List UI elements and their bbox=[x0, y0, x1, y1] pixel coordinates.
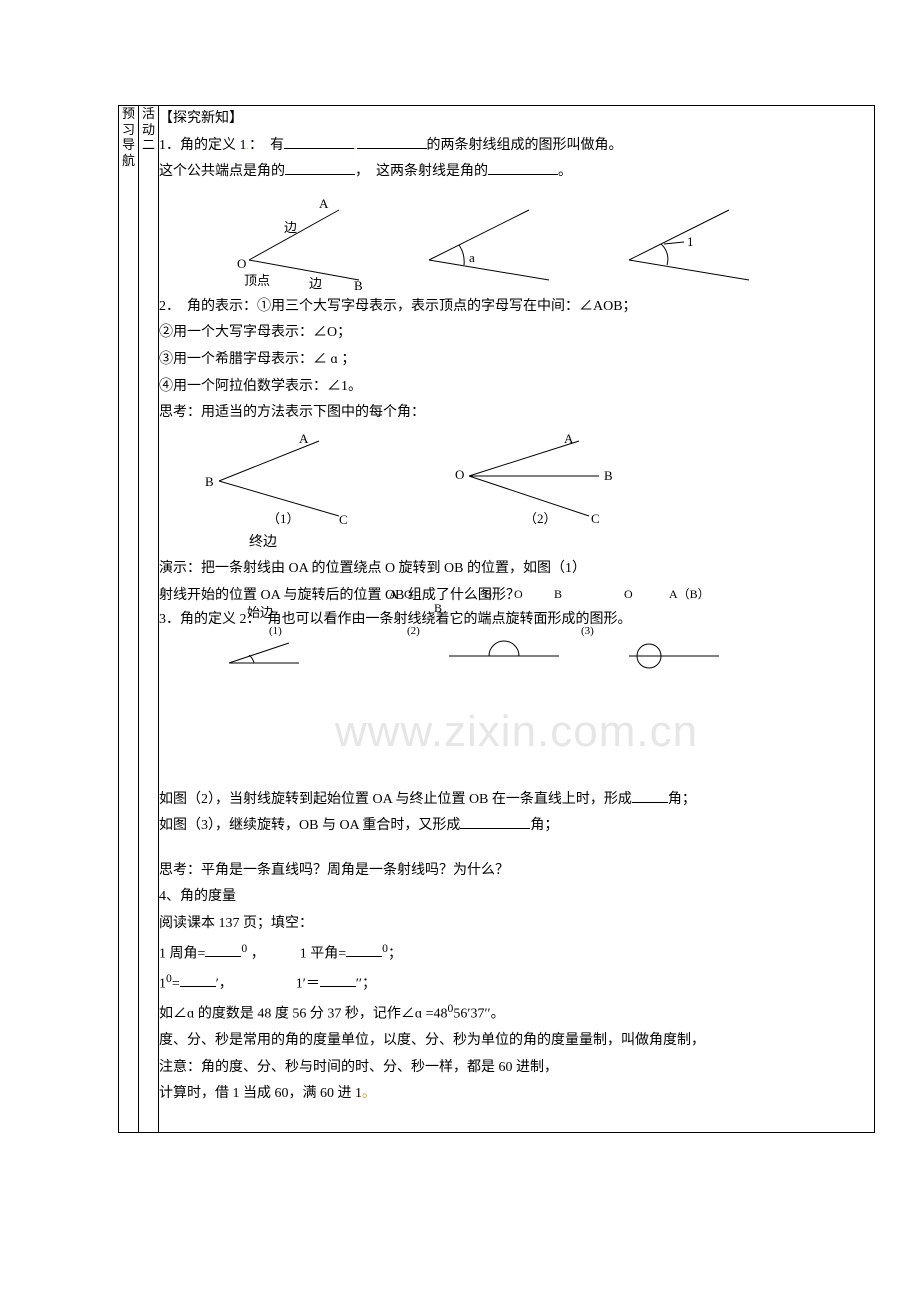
fig3a: 如图（3），继续旋转，OB 与 OA 重合时，又形成 bbox=[159, 818, 460, 833]
svg-text:B: B bbox=[205, 474, 214, 489]
min4: ′′； bbox=[356, 976, 376, 991]
min2: = bbox=[172, 976, 180, 991]
rep-2: ②用一个大写字母表示：∠O； bbox=[159, 320, 874, 347]
sidebar-col2: 活动二 bbox=[139, 106, 159, 1133]
svg-text:1: 1 bbox=[687, 234, 694, 249]
rep-4: ④用一个阿拉伯数学表示：∠1。 bbox=[159, 374, 874, 401]
shexian: 射线开始的位置 OA 与旋转后的位置 OB 组成了什么图形？ bbox=[159, 588, 520, 603]
svg-text:B: B bbox=[354, 278, 363, 290]
fig2b: 角； bbox=[668, 792, 696, 807]
fig2a: 如图（2），当射线旋转到起始位置 OA 与终止位置 OB 在一条直线上时，形成 bbox=[159, 792, 632, 807]
zhongbian: 终边 bbox=[249, 530, 874, 557]
def1-line2: 这个公共端点是角的 ， 这两条射线是角的 。 bbox=[159, 159, 874, 186]
svg-text:A: A bbox=[564, 431, 574, 446]
note-line: 注意：角的度、分、秒与时间的时、分、秒一样，都是 60 进制， bbox=[159, 1055, 874, 1082]
angle-diagrams-2: A B C （1） A O B C （2） bbox=[189, 431, 709, 526]
blank bbox=[632, 789, 668, 803]
blank bbox=[320, 973, 356, 987]
zhou1: 1 周角= bbox=[159, 946, 205, 961]
blank bbox=[460, 815, 530, 829]
def1-c: 的两条射线组成的图形叫做角。 bbox=[427, 138, 623, 153]
content-cell: 【探究新知】 1．角的定义 1.： 有.的两条射线组成的图形叫做角。 这个公共端… bbox=[159, 106, 875, 1133]
svg-text:C: C bbox=[591, 511, 600, 526]
think2: 思考：平角是一条直线吗？周角是一条射线吗？为什么？ bbox=[159, 858, 874, 885]
zhou2: ， 1 平角= bbox=[247, 946, 346, 961]
svg-text:C: C bbox=[339, 512, 348, 526]
blank bbox=[346, 943, 382, 957]
blank bbox=[285, 161, 355, 175]
svg-text:O: O bbox=[237, 256, 246, 271]
svg-text:B: B bbox=[604, 468, 613, 483]
svg-text:A: A bbox=[299, 431, 309, 446]
svg-text:边: 边 bbox=[284, 220, 297, 235]
fig2-line: 如图（2），当射线旋转到起始位置 OA 与终止位置 OB 在一条直线上时，形成 角… bbox=[159, 787, 874, 814]
sidebar-col1-text: 预习导航 bbox=[122, 106, 135, 168]
svg-text:（2）: （2） bbox=[524, 511, 557, 526]
fig3-line: 如图（3），继续旋转，OB 与 OA 重合时，又形成 角； bbox=[159, 813, 874, 840]
def2: 3．角的定义 2： 角也可以看作由一条射线绕着它的端点旋转面形成的图形。 bbox=[159, 612, 632, 627]
calc-line: 计算时，借 1 当成 60，满 60 进 1。 bbox=[159, 1081, 874, 1108]
worksheet-table: 预习导航 活动二 【探究新知】 1．角的定义 1.： 有.的两条射线组成的图形叫… bbox=[118, 105, 875, 1133]
rotation-figs bbox=[159, 638, 759, 673]
zhou3: ； bbox=[388, 946, 402, 961]
shexian-row: 射线开始的位置 OA 与旋转后的位置 OB 组成了什么图形？ 始边 A O B … bbox=[159, 583, 874, 607]
sidebar-col2-text: 活动二 bbox=[142, 106, 155, 152]
sidebar-col1: 预习导航 bbox=[119, 106, 139, 1133]
blank bbox=[284, 135, 354, 149]
meas: 4、角的度量 bbox=[159, 884, 874, 911]
du-line: 度、分、秒是常用的角的度量单位，以度、分、秒为单位的角的度量量制，叫做角度制， bbox=[159, 1028, 874, 1055]
svg-text:（1）: （1） bbox=[267, 511, 300, 526]
def1-line: 1．角的定义 1.： 有.的两条射线组成的图形叫做角。 bbox=[159, 133, 874, 160]
blank bbox=[488, 161, 558, 175]
angle-diagrams-1: A 边 O 顶点 边 B a 1 bbox=[189, 190, 829, 290]
def1-2c: 。 bbox=[558, 164, 572, 179]
watermark-block: www.zixin.com.cn bbox=[159, 677, 874, 787]
svg-text:a: a bbox=[469, 250, 475, 265]
heading: 【探究新知】 bbox=[159, 106, 874, 133]
du-text: 度、分、秒是常用的角的度量单位，以度、分、秒为单位的角的度量量制，叫做角度制， bbox=[159, 1033, 705, 1048]
def2-row: 3．角的定义 2： 角也可以看作由一条射线绕着它的端点旋转面形成的图形。 (1)… bbox=[159, 607, 874, 634]
svg-text:O: O bbox=[455, 467, 464, 482]
read: 阅读课本 137 页；填空： bbox=[159, 911, 874, 938]
def1-a: 1．角的定义 1 bbox=[159, 138, 247, 153]
svg-text:顶点: 顶点 bbox=[244, 273, 270, 288]
blank bbox=[180, 973, 216, 987]
def1-b: ： 有 bbox=[249, 138, 284, 153]
fig3b: 角； bbox=[530, 818, 558, 833]
def1-2b: ， 这两条射线是角的 bbox=[355, 164, 488, 179]
svg-text:边: 边 bbox=[309, 276, 322, 290]
calc2: 。 bbox=[362, 1086, 376, 1101]
zhou-line: 1 周角=0 ， 1 平角=0； bbox=[159, 938, 874, 968]
ru1: 如∠ɑ 的度数是 48 度 56 分 37 秒，记作∠ɑ =48 bbox=[159, 1007, 448, 1022]
min-line: 10=′， 1′＝′′； bbox=[159, 968, 874, 998]
def1-2a: 这个公共端点是角的 bbox=[159, 164, 285, 179]
svg-text:A: A bbox=[319, 196, 329, 211]
demo-line: 演示：把一条射线由 OA 的位置绕点 O 旋转到 OB 的位置，如图（1） bbox=[159, 556, 874, 583]
min1: 1 bbox=[159, 976, 166, 991]
ru2: 56′37′′。 bbox=[453, 1007, 504, 1022]
blank bbox=[357, 135, 427, 149]
blank bbox=[205, 943, 241, 957]
min3: ′， 1′＝ bbox=[216, 976, 320, 991]
rep-3: ③用一个希腊字母表示：∠ ɑ ； bbox=[159, 347, 874, 374]
calc1: 计算时，借 1 当成 60，满 60 进 1 bbox=[159, 1086, 362, 1101]
rep-1: 2． 角的表示：①用三个大写字母表示，表示顶点的字母写在中间：∠AOB； bbox=[159, 294, 874, 321]
think1: 思考：用适当的方法表示下图中的每个角： bbox=[159, 400, 874, 427]
ru-line: 如∠ɑ 的度数是 48 度 56 分 37 秒，记作∠ɑ =48056′37′′… bbox=[159, 998, 874, 1028]
watermark-text: www.zixin.com.cn bbox=[335, 690, 698, 774]
